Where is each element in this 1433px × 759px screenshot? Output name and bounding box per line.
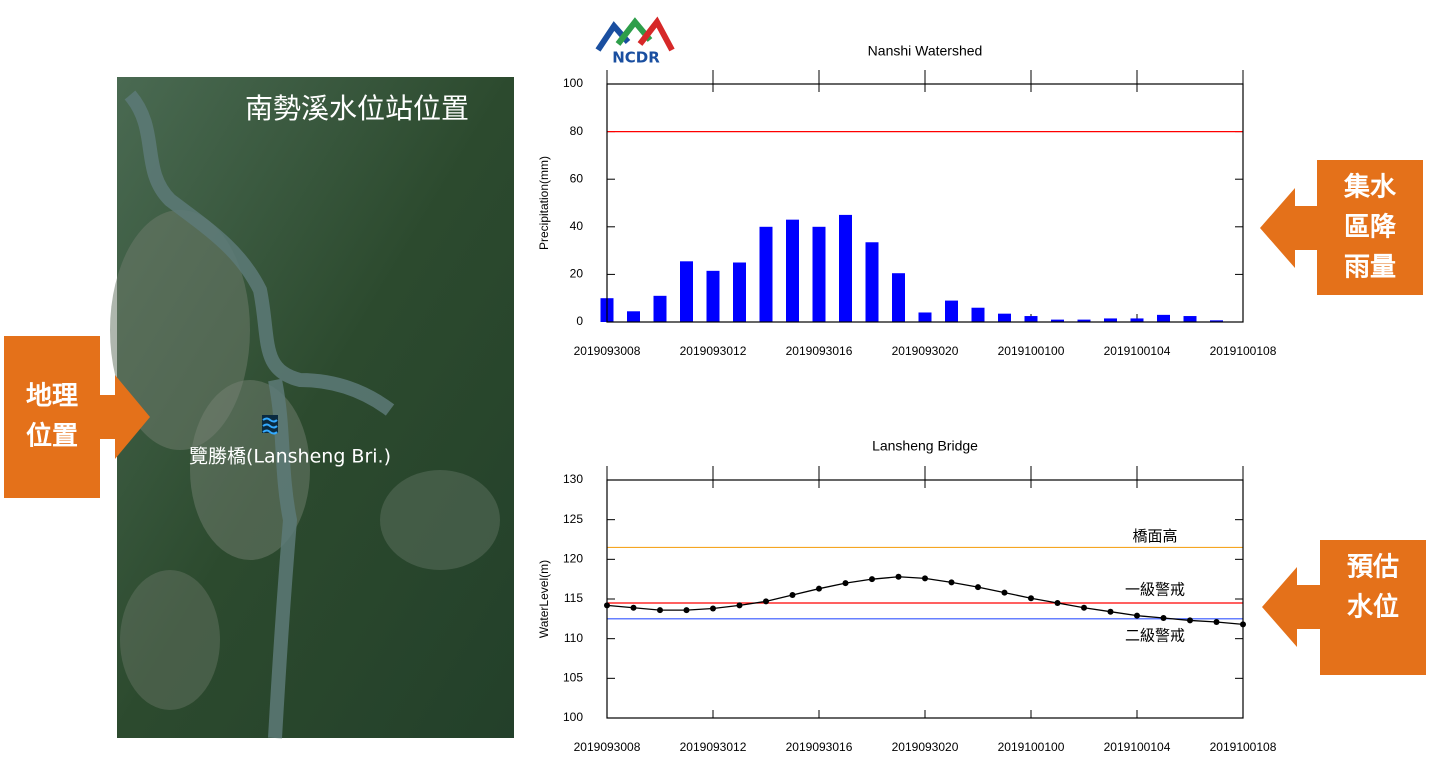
- plot-frame: [606, 479, 1244, 719]
- y-axis-label: WaterLevel(m): [537, 560, 551, 638]
- y-tick-label: 120: [563, 552, 583, 566]
- x-tick-label: 2019093008: [574, 344, 641, 358]
- point: [710, 605, 716, 612]
- x-tick-label: 2019093012: [680, 740, 747, 754]
- point: [736, 602, 743, 609]
- point: [922, 575, 928, 582]
- bar: [733, 262, 746, 322]
- point: [630, 604, 637, 611]
- chart-title: Lansheng Bridge: [872, 438, 978, 454]
- bar: [627, 311, 640, 322]
- y-tick-label: 100: [563, 76, 583, 90]
- satellite-map: 南勢溪水位站位置 覽勝橋(Lansheng Bri.): [110, 77, 514, 739]
- x-tick-label: 2019093020: [892, 344, 959, 358]
- callout-text: 集水: [1343, 172, 1397, 203]
- x-tick-label: 2019100100: [998, 740, 1065, 754]
- bar: [1130, 318, 1144, 322]
- x-tick-label: 2019093008: [574, 740, 641, 754]
- callout-text: 區降: [1344, 213, 1397, 243]
- callout-text: 雨量: [1344, 253, 1396, 283]
- reference-label: 二級警戒: [1125, 626, 1185, 644]
- bar: [1157, 314, 1170, 322]
- point: [789, 592, 796, 599]
- callout-text: 預估: [1347, 553, 1399, 583]
- y-tick-label: 105: [563, 671, 583, 685]
- x-tick-label: 2019093016: [786, 740, 853, 754]
- point: [657, 607, 663, 614]
- y-tick-label: 125: [563, 512, 583, 526]
- bar: [706, 270, 720, 322]
- point: [1028, 595, 1034, 602]
- bar: [865, 242, 879, 322]
- x-tick-label: 2019100108: [1210, 740, 1277, 754]
- reference-label: 一級警戒: [1125, 580, 1185, 598]
- bar: [1051, 319, 1064, 322]
- callout-text: 地理: [26, 382, 78, 412]
- point: [895, 573, 902, 580]
- bar: [892, 273, 905, 322]
- point: [1187, 617, 1193, 624]
- y-tick-label: 40: [570, 219, 584, 233]
- station-label: 覽勝橋(Lansheng Bri.): [189, 446, 391, 468]
- bar: [1104, 318, 1117, 322]
- logo-text: NCDR: [612, 49, 660, 67]
- x-tick-label: 2019093016: [786, 344, 853, 358]
- callout-shapes: [4, 160, 1426, 675]
- point: [1213, 619, 1220, 626]
- point: [1107, 608, 1114, 615]
- point: [1001, 589, 1008, 596]
- y-axis-label: Precipitation(mm): [537, 156, 551, 250]
- point: [1081, 604, 1087, 611]
- point: [869, 576, 875, 583]
- y-tick-label: 110: [564, 631, 583, 645]
- x-tick-label: 2019093020: [892, 740, 959, 754]
- y-tick-label: 100: [563, 710, 583, 724]
- bar: [759, 226, 773, 322]
- bar: [998, 313, 1011, 322]
- point: [683, 607, 690, 614]
- bar: [945, 300, 958, 322]
- bar: [918, 312, 932, 322]
- chart-title: Nanshi Watershed: [868, 43, 983, 59]
- bar: [786, 219, 799, 322]
- point: [1054, 599, 1061, 606]
- bar: [680, 261, 693, 322]
- callout-text: 水位: [1347, 592, 1399, 623]
- x-tick-label: 2019100100: [998, 344, 1065, 358]
- x-tick-label: 2019100104: [1104, 740, 1171, 754]
- logo: NCDR: [595, 16, 675, 67]
- bar: [839, 214, 852, 322]
- bar: [1210, 320, 1223, 322]
- y-tick-label: 60: [570, 171, 584, 185]
- y-tick-label: 115: [564, 591, 583, 605]
- bar: [971, 307, 985, 322]
- bar: [812, 226, 826, 322]
- bar: [1183, 316, 1197, 322]
- point: [763, 598, 769, 605]
- y-tick-label: 80: [570, 124, 584, 138]
- y-tick-label: 20: [570, 267, 584, 281]
- point: [975, 584, 981, 591]
- callout-text: 位置: [26, 421, 78, 452]
- y-tick-label: 0: [576, 314, 583, 328]
- point: [1134, 612, 1140, 619]
- y-tick-label: 130: [563, 472, 583, 486]
- bar: [1077, 319, 1091, 322]
- map-title: 南勢溪水位站位置: [245, 92, 469, 125]
- point: [816, 585, 822, 592]
- x-tick-label: 2019093012: [680, 344, 747, 358]
- bar: [1024, 316, 1038, 322]
- point: [842, 580, 849, 587]
- bar: [653, 295, 667, 322]
- point: [948, 579, 955, 586]
- station-icon: [262, 415, 278, 435]
- x-tick-label: 2019100104: [1104, 344, 1171, 358]
- x-tick-label: 2019100108: [1210, 344, 1277, 358]
- point: [1160, 615, 1167, 622]
- reference-label: 橋面高: [1132, 527, 1177, 545]
- plot-frame: [606, 83, 1244, 323]
